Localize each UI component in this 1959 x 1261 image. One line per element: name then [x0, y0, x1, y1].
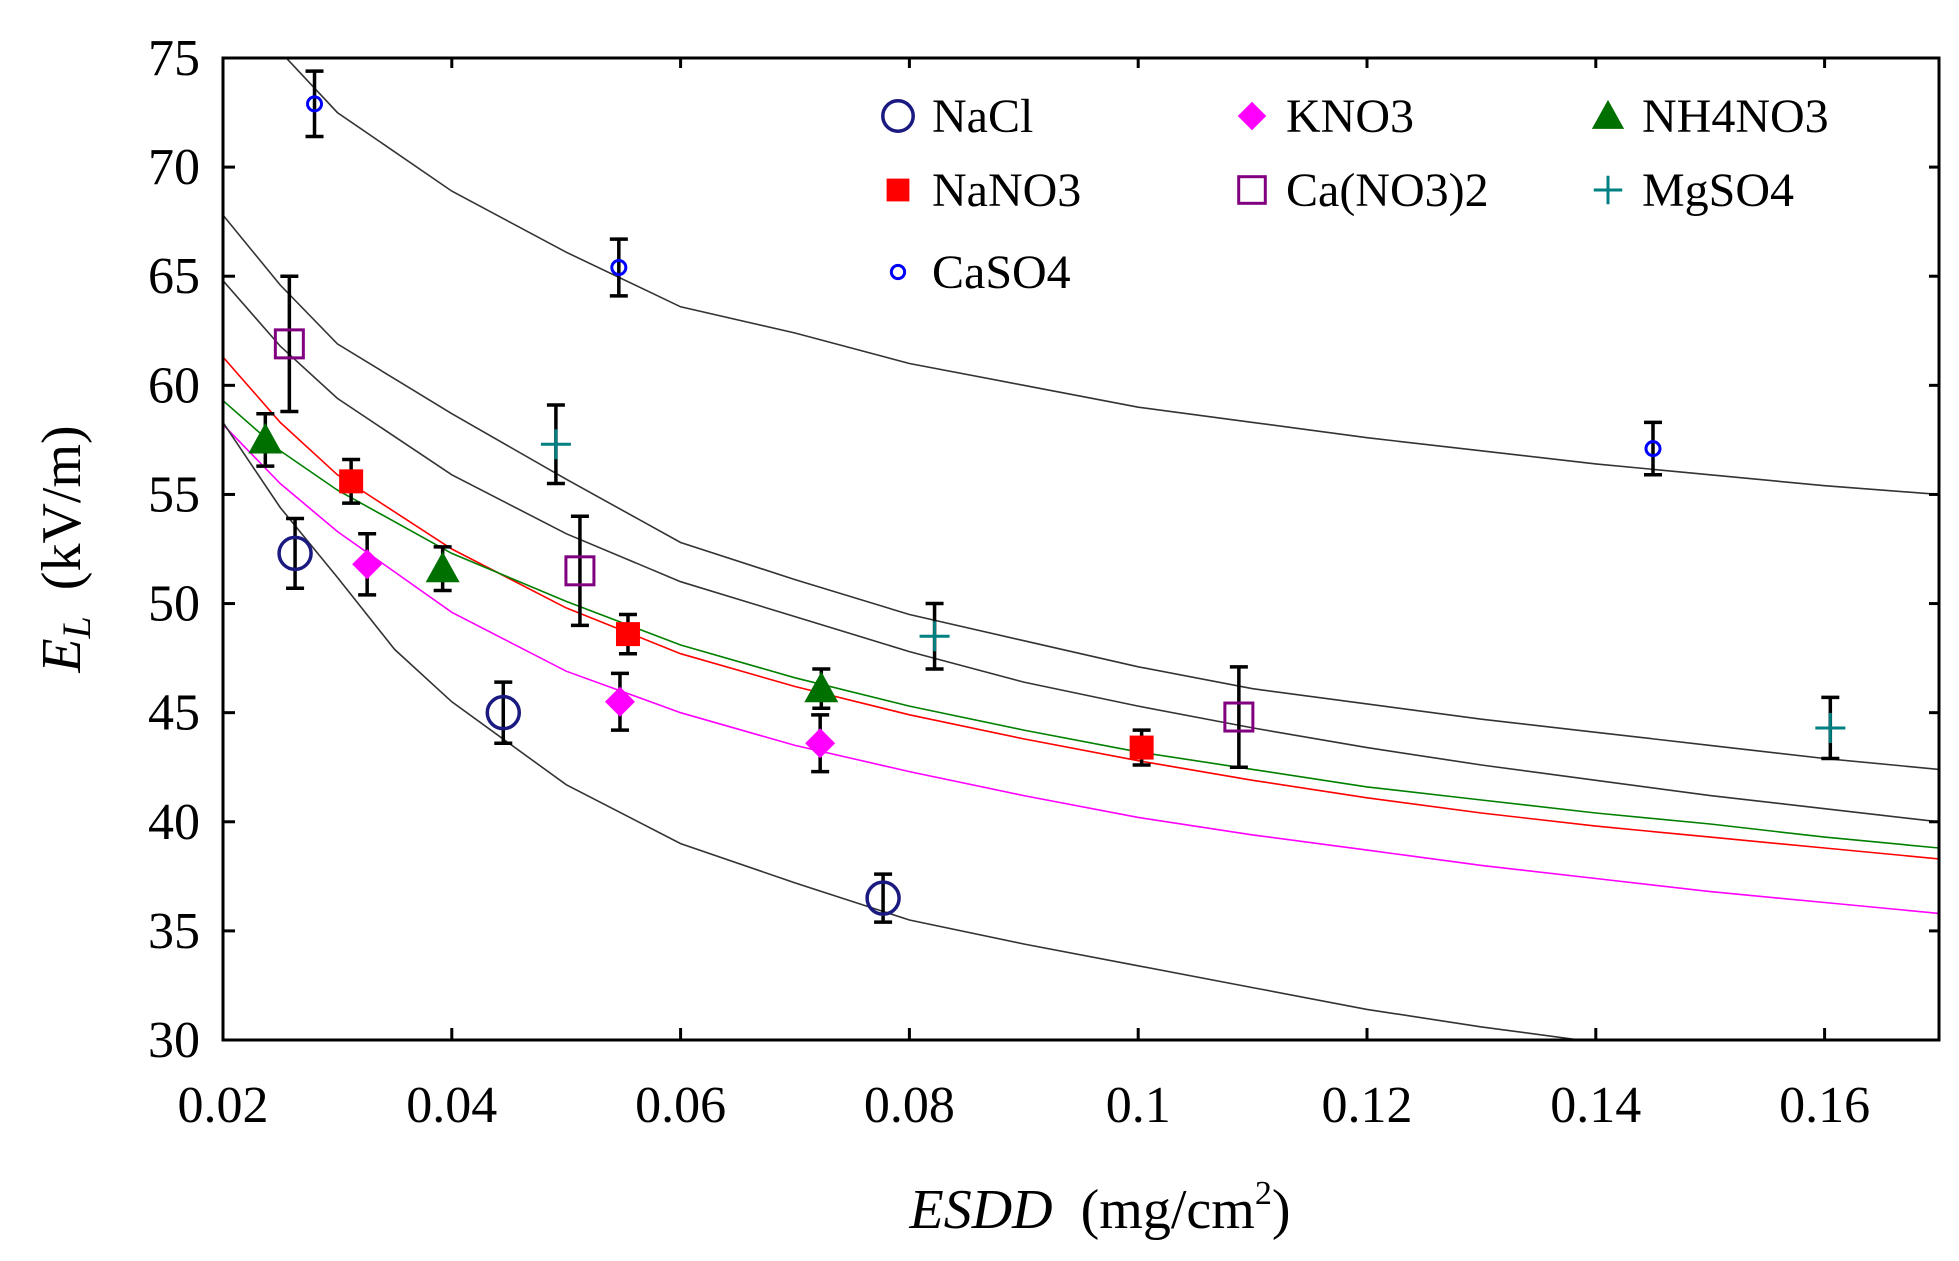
y-tick-label-5: 55 [148, 466, 200, 523]
error-bar-CaSO4-0 [305, 69, 324, 139]
marker-CaSO4-1 [610, 258, 628, 276]
marker-NaCl-0 [277, 535, 313, 572]
marker-KNO3-0 [352, 549, 383, 580]
marker-NaNO3-1 [615, 622, 640, 647]
y-tick-label-8: 70 [148, 139, 200, 196]
y-tick-label-9: 75 [148, 30, 200, 87]
error-bars [256, 69, 1840, 924]
y-axis-title: EL (kV/m) [31, 425, 103, 673]
marker-Ca(NO3)2-1 [564, 555, 596, 587]
x-tick-label-4: 0.1 [1106, 1077, 1171, 1134]
y-tick-label-7: 65 [148, 248, 200, 305]
x-tick-label-1: 0.04 [406, 1077, 497, 1134]
marker-NH4NO3-2 [804, 671, 839, 703]
fit-curve-6 [223, 421, 1586, 1040]
marker-CaSO4-2 [1644, 440, 1662, 458]
error-bar-CaSO4-2 [1644, 420, 1662, 477]
x-tick-label-3: 0.08 [864, 1077, 955, 1134]
y-tick-label-0: 30 [148, 1012, 200, 1069]
y-tick-label-3: 45 [148, 685, 200, 742]
error-bar-NaCl-0 [286, 516, 305, 591]
error-bar-CaSO4-1 [609, 237, 628, 298]
legend-label-NaNO3: NaNO3 [932, 164, 1081, 217]
fit-curve-5 [223, 424, 1939, 915]
x-tick-label-7: 0.16 [1779, 1077, 1870, 1134]
fit-curve-1 [223, 214, 1939, 771]
fit-curve-4 [223, 399, 1939, 849]
fit-curve-0 [285, 58, 1939, 496]
marker-NaNO3-2 [1129, 735, 1154, 760]
fit-curve-3 [223, 356, 1939, 860]
y-tick-label-1: 35 [148, 903, 200, 960]
y-tick-label-2: 40 [148, 794, 200, 851]
legend-marker-CaSO4 [889, 263, 907, 281]
legend-label-CaSO4: CaSO4 [932, 246, 1071, 299]
legend-marker-MgSO4 [1593, 175, 1623, 205]
legend-label-Ca(NO3)2: Ca(NO3)2 [1286, 164, 1489, 217]
x-tick-label-2: 0.06 [635, 1077, 726, 1134]
fit-curve-2 [223, 280, 1939, 823]
y-axis-title-var: E [31, 638, 93, 673]
y-tick-label-6: 60 [148, 357, 200, 414]
legend-label-NH4NO3: NH4NO3 [1642, 90, 1829, 143]
x-axis-title-unit: (mg/cm [1081, 1179, 1255, 1241]
data-markers [248, 95, 1846, 916]
legend-marker-Ca(NO3)2 [1237, 175, 1267, 205]
x-axis-title-sup: 2 [1255, 1175, 1272, 1212]
y-axis: 30 35 40 45 50 55 60 65 70 75 [148, 30, 1939, 1069]
legend-label-MgSO4: MgSO4 [1642, 164, 1794, 217]
error-bar-NaCl-1 [494, 680, 513, 745]
x-tick-label-6: 0.14 [1550, 1077, 1641, 1134]
legend-marker-NH4NO3 [1591, 99, 1625, 129]
error-bar-Ca(NO3)2-2 [1229, 665, 1248, 769]
marker-NaCl-1 [485, 694, 522, 731]
marker-MgSO4-1 [919, 621, 950, 652]
legend-label-NaCl: NaCl [932, 90, 1033, 143]
x-tick-label-5: 0.12 [1322, 1077, 1413, 1134]
legend-label-KNO3: KNO3 [1286, 90, 1414, 143]
x-axis-title-var: ESDD [909, 1179, 1053, 1241]
marker-Ca(NO3)2-2 [1223, 701, 1255, 733]
marker-MgSO4-2 [1815, 712, 1846, 743]
marker-CaSO4-0 [306, 95, 324, 113]
x-axis-title-close: ) [1272, 1179, 1291, 1241]
marker-MgSO4-0 [540, 429, 571, 460]
legend-marker-KNO3 [1237, 101, 1267, 131]
fit-curves [223, 58, 1939, 1040]
marker-NaCl-2 [865, 880, 901, 916]
marker-NaNO3-0 [339, 469, 364, 494]
y-axis-title-unit: (kV/m) [31, 425, 93, 590]
plot-frame [221, 56, 1941, 1042]
legend: NaCl KNO3 NH4NO3 NaNO3 Ca(NO3)2 MgSO4 CaSO4 [881, 90, 1829, 299]
x-axis: 0.02 0.04 0.06 0.08 0.1 0.12 0.14 0.16 [178, 58, 1870, 1134]
marker-NH4NO3-1 [425, 551, 460, 583]
error-bar-Ca(NO3)2-1 [570, 514, 589, 628]
y-tick-label-4: 50 [148, 576, 200, 633]
x-tick-label-0: 0.02 [178, 1077, 269, 1134]
legend-marker-NaNO3 [886, 178, 910, 202]
legend-marker-NaCl [881, 99, 915, 133]
marker-Ca(NO3)2-0 [273, 328, 305, 360]
error-bar-Ca(NO3)2-0 [280, 274, 299, 414]
x-axis-title: ESDD (mg/cm2) [909, 1175, 1291, 1241]
marker-KNO3-2 [805, 728, 836, 759]
marker-KNO3-1 [604, 686, 635, 717]
y-axis-title-sub: L [54, 616, 99, 639]
marker-NH4NO3-0 [248, 422, 283, 454]
